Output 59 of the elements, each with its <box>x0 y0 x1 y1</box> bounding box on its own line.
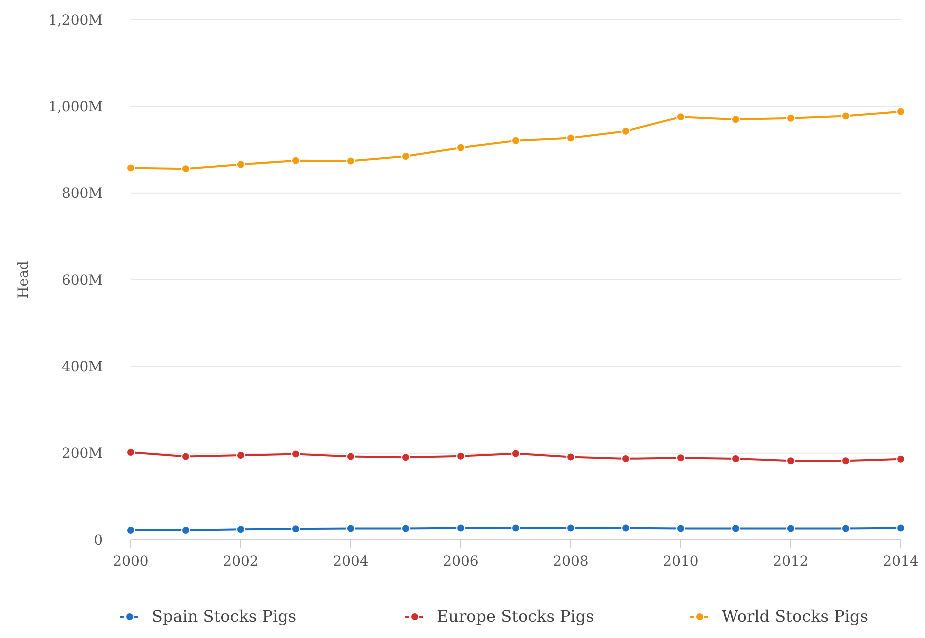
point <box>512 449 520 458</box>
y-tick-label: 1,000M <box>48 100 103 116</box>
point <box>732 524 740 534</box>
point <box>622 126 630 136</box>
y-axis-title: Head <box>16 261 32 299</box>
x-tick-label: 2012 <box>773 554 809 570</box>
point <box>346 452 356 462</box>
point <box>402 152 410 161</box>
point <box>236 451 246 460</box>
x-tick-label: 2004 <box>333 554 369 570</box>
point <box>786 524 796 534</box>
point <box>896 454 906 464</box>
point <box>842 456 850 466</box>
y-tick-label: 200M <box>62 446 103 462</box>
point <box>676 454 686 463</box>
point <box>402 524 410 534</box>
legend-label: World Stocks Pigs <box>722 607 868 626</box>
point <box>236 160 246 170</box>
point <box>786 456 796 466</box>
x-tick-label: 2000 <box>113 554 149 570</box>
y-tick-label: 800M <box>62 186 103 202</box>
point <box>512 136 520 146</box>
point <box>732 115 740 124</box>
point <box>346 524 356 534</box>
point <box>566 134 576 143</box>
point <box>292 524 300 534</box>
point <box>236 525 246 534</box>
point <box>566 524 576 533</box>
point <box>292 450 300 459</box>
x-tick-label: 2010 <box>663 554 699 570</box>
point <box>402 453 410 462</box>
y-tick-label: 600M <box>62 272 103 289</box>
point <box>676 524 686 534</box>
x-tick-label: 2014 <box>883 554 919 570</box>
point <box>456 524 466 533</box>
point <box>896 107 906 116</box>
point <box>182 164 190 174</box>
y-tick-label: 1,200M <box>48 12 103 29</box>
x-tick-label: 2002 <box>223 554 259 570</box>
point <box>126 164 136 173</box>
legend-label: Europe Stocks Pigs <box>437 607 594 626</box>
point <box>456 143 466 152</box>
y-tick-label: 0 <box>94 532 103 549</box>
point <box>622 524 630 533</box>
point <box>566 452 576 462</box>
point <box>346 156 356 166</box>
point <box>456 452 466 461</box>
x-tick-label: 2006 <box>443 554 479 570</box>
point <box>676 112 686 122</box>
x-tick-label: 2008 <box>553 554 589 570</box>
y-tick-label: 400M <box>62 360 103 376</box>
legend-label: Spain Stocks Pigs <box>152 607 297 626</box>
point <box>786 114 796 123</box>
point <box>292 156 300 166</box>
point <box>842 524 850 534</box>
point <box>512 524 520 533</box>
point <box>896 524 906 533</box>
point <box>182 452 190 462</box>
point <box>842 112 850 121</box>
